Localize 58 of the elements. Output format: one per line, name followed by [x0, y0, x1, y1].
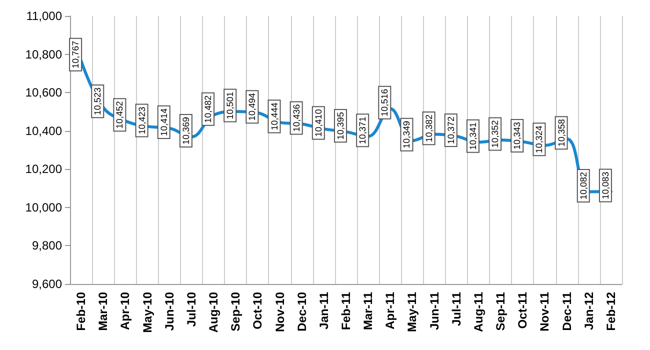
x-tick-label: Apr-10 — [118, 292, 132, 330]
x-tick-label: Sep-11 — [494, 292, 508, 331]
data-label: 10,395 — [336, 112, 346, 140]
data-label: 10,382 — [424, 114, 434, 142]
data-label: 10,343 — [512, 122, 522, 150]
data-label: 10,410 — [313, 109, 324, 137]
x-tick-label: Nov-10 — [272, 292, 287, 332]
data-label: 10,349 — [402, 120, 412, 148]
x-tick-label: Jun-11 — [427, 292, 442, 330]
x-tick-label: Sep-10 — [228, 292, 243, 332]
y-tick-label: 10,000 — [25, 200, 62, 214]
data-label: 10,371 — [358, 116, 368, 144]
x-tick-label: Jun-10 — [162, 292, 176, 331]
x-tick-label: Jan-12 — [582, 292, 596, 330]
data-label: 10,482 — [203, 95, 214, 123]
data-label: 10,352 — [490, 120, 500, 148]
data-label: 10,516 — [380, 88, 390, 116]
data-label: 10,767 — [70, 40, 81, 68]
x-tick-label: Mar-10 — [96, 292, 110, 331]
data-label: 10,452 — [114, 101, 125, 129]
data-label: 10,369 — [180, 117, 191, 145]
x-tick-label: Jan-11 — [316, 292, 331, 330]
x-tick-label: Feb-11 — [339, 292, 353, 330]
x-tick-label: Jul-11 — [449, 292, 464, 326]
x-tick-label: Aug-11 — [471, 292, 486, 332]
data-label: 10,444 — [269, 102, 280, 130]
y-tick-label: 10,200 — [25, 162, 62, 176]
x-tick-label: Aug-10 — [206, 292, 221, 333]
y-tick-label: 9,800 — [32, 238, 62, 253]
x-tick-label: Dec-11 — [560, 292, 574, 331]
data-label: 10,436 — [291, 104, 302, 132]
x-tick-label: May-11 — [405, 292, 420, 332]
data-label: 10,358 — [556, 119, 566, 147]
y-tick-label: 10,800 — [25, 47, 62, 62]
y-tick-label: 10,400 — [25, 124, 62, 138]
data-label: 10,414 — [158, 108, 169, 136]
data-label: 10,341 — [468, 122, 478, 150]
x-tick-label: Apr-11 — [383, 292, 398, 330]
x-tick-label: Oct-10 — [250, 292, 265, 330]
x-tick-label: Feb-10 — [74, 292, 88, 331]
data-label: 10,372 — [446, 116, 456, 144]
data-label: 10,083 — [600, 172, 610, 200]
y-tick-label: 10,600 — [25, 86, 62, 100]
data-label: 10,324 — [534, 126, 544, 154]
data-label: 10,523 — [92, 88, 103, 116]
data-label: 10,082 — [578, 172, 588, 200]
x-tick-label: Nov-11 — [538, 292, 552, 332]
data-label: 10,494 — [247, 93, 258, 121]
x-tick-label: Mar-11 — [361, 292, 376, 330]
data-label: 10,501 — [225, 92, 236, 120]
x-tick-label: Dec-10 — [294, 292, 309, 332]
y-tick-label: 9,600 — [32, 277, 62, 291]
x-tick-label: Feb-12 — [604, 292, 618, 331]
data-label: 10,423 — [136, 106, 147, 134]
x-tick-label: Oct-11 — [516, 292, 530, 329]
y-tick-label: 11,000 — [26, 9, 62, 23]
x-tick-label: Jul-10 — [184, 292, 198, 327]
x-tick-label: May-10 — [140, 292, 154, 333]
